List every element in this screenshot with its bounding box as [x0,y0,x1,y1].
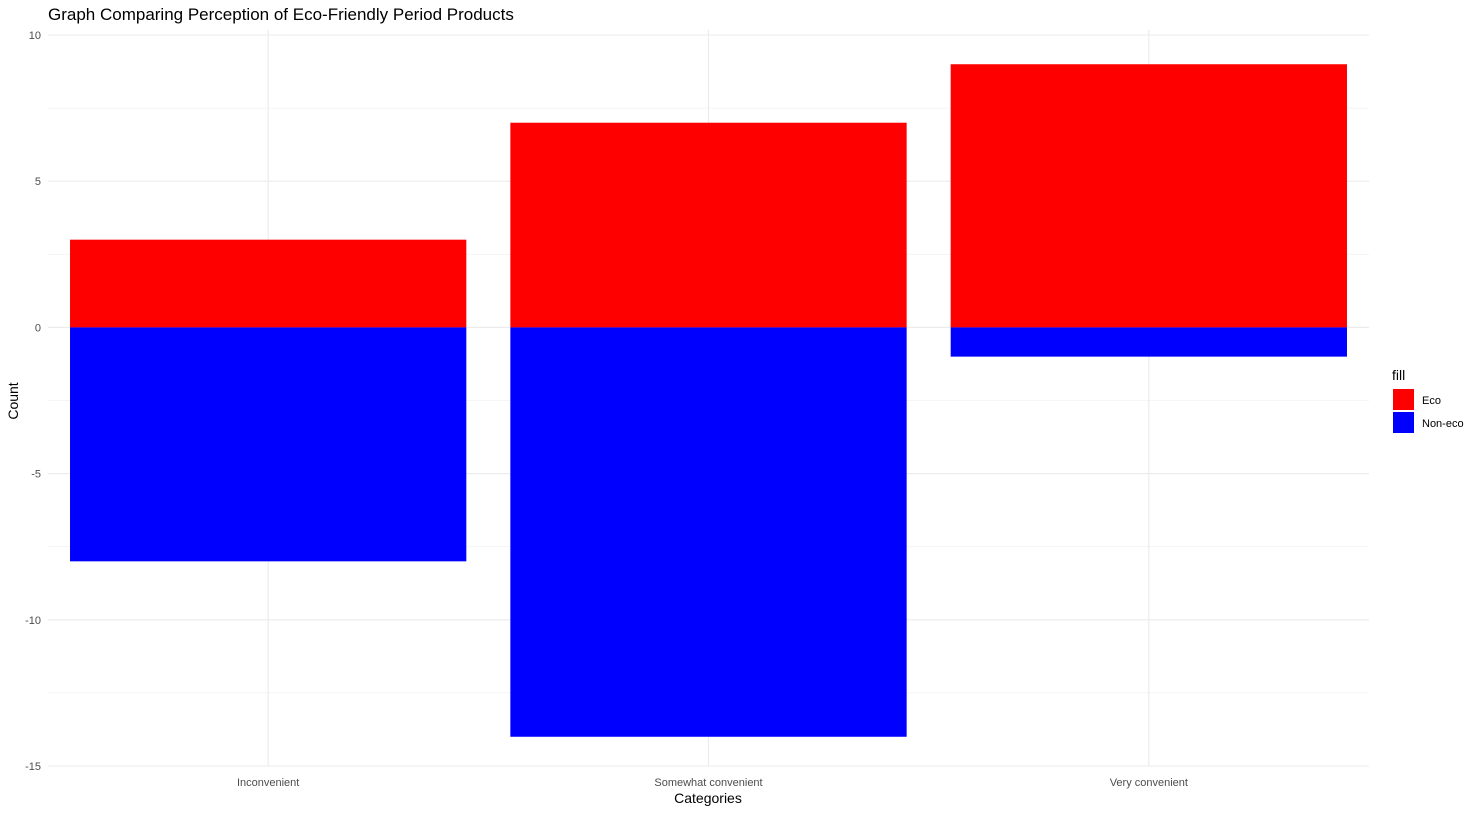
y-tick-label: -10 [25,615,41,627]
x-axis-title: Categories [674,790,742,806]
bar-eco [70,239,467,328]
bar-non-eco [950,327,1347,357]
legend-items: Eco Non-eco [1393,389,1464,433]
y-tick-label: 10 [29,30,41,42]
y-tick-label: -15 [25,761,41,773]
legend-title: fill [1392,367,1405,383]
bars [70,64,1347,737]
bar-eco [510,122,907,328]
y-tick-label: 0 [35,322,41,334]
bar-eco [950,64,1347,328]
bar-non-eco [70,327,467,562]
legend: fill Eco Non-eco [1392,367,1464,433]
y-tick-label: 5 [35,176,41,188]
legend-label: Non-eco [1422,418,1464,430]
x-tick-label: Inconvenient [237,777,299,789]
y-tick-label: -5 [31,469,41,481]
x-tick-label: Very convenient [1110,777,1188,789]
legend-label: Eco [1422,395,1441,407]
legend-key-non-eco [1393,412,1414,433]
legend-key-eco [1393,389,1414,410]
bar-non-eco [510,327,907,737]
tick-labels: -15 -10 -5 0 5 10 Inconvenient Somewhat conveni… [25,30,1188,789]
y-axis-title: Count [5,382,21,419]
chart-title: Graph Comparing Perception of Eco-Friend… [48,5,514,24]
x-tick-label: Somewhat convenient [654,777,762,789]
